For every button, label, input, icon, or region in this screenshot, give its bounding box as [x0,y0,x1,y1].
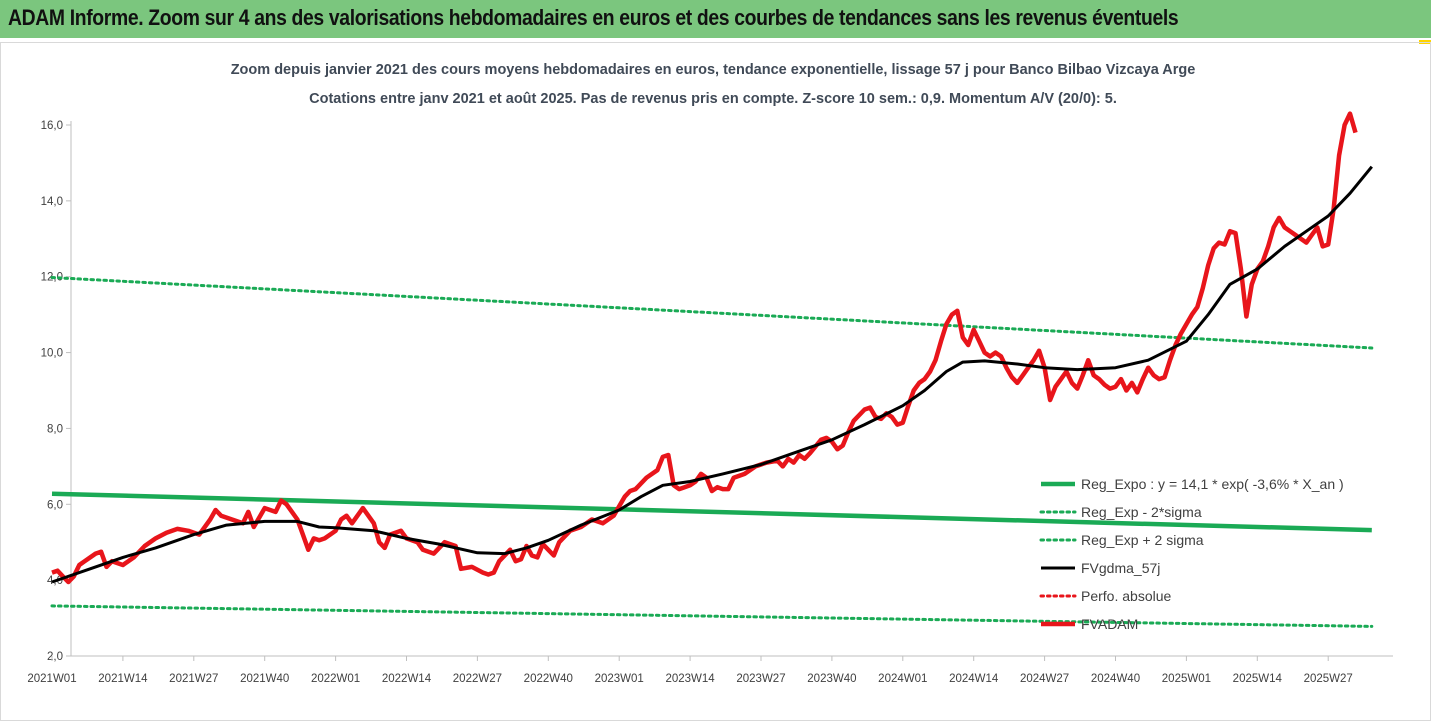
x-tick-label: 2022W27 [453,673,502,685]
x-tick-label: 2023W01 [595,673,644,685]
x-tick-label: 2023W40 [807,673,856,685]
x-tick-label: 2023W14 [665,673,715,685]
x-tick-label: 2025W27 [1304,673,1353,685]
x-tick-label: 2024W27 [1020,673,1069,685]
legend: Reg_Expo : y = 14,1 * exp( -3,6% * X_an … [1039,476,1344,632]
y-tick-label: 10,0 [41,348,63,360]
x-tick-label: 2021W40 [240,673,289,685]
series-line-fvadam [51,111,1358,585]
x-tick-label: 2025W01 [1162,673,1211,685]
legend-label-fvadam: FVADAM [1081,616,1138,632]
chart-canvas: Zoom depuis janvier 2021 des cours moyen… [27,62,1393,685]
x-tick-label: 2025W14 [1233,673,1283,685]
x-tick-label: 2022W40 [524,673,573,685]
x-tick-label: 2023W27 [736,673,785,685]
legend-label-reg-exp-2-sigma: Reg_Exp + 2 sigma [1081,532,1204,548]
x-tick-label: 2024W40 [1091,673,1140,685]
y-tick-label: 14,0 [41,196,63,208]
report-title: ADAM Informe. Zoom sur 4 ans des valoris… [8,5,1179,30]
y-tick-label: 16,0 [41,120,63,132]
chart-title-line-2: Cotations entre janv 2021 et août 2025. … [309,91,1117,107]
x-tick-label: 2022W14 [382,673,432,685]
series-line-reg-exp-2-sigma [50,604,1374,628]
header-bar: ADAM Informe. Zoom sur 4 ans des valoris… [0,0,1431,40]
series-layer [50,111,1374,628]
x-tick-label: 2021W14 [98,673,148,685]
x-tick-label: 2021W01 [27,673,76,685]
legend-label-perfo-absolue: Perfo. absolue [1081,588,1171,604]
y-tick-label: 2,0 [47,651,63,663]
legend-label-fvgdma-57j: FVgdma_57j [1081,560,1160,576]
y-tick-label: 8,0 [47,423,63,435]
x-tick-label: 2024W14 [949,673,999,685]
x-tick-label: 2024W01 [878,673,927,685]
chart-area: Zoom depuis janvier 2021 des cours moyen… [0,42,1431,721]
chart-title-line-1: Zoom depuis janvier 2021 des cours moyen… [231,62,1196,78]
x-tick-label: 2022W01 [311,673,360,685]
series-line-reg-expo-y-14-1-exp-3-6-x-an [51,491,1372,533]
series-line-fvgdma-57j [51,165,1373,584]
legend-label-reg-exp-2-sigma: Reg_Exp - 2*sigma [1081,504,1202,520]
series-line-reg-exp-2-sigma [50,276,1374,350]
legend-label-reg-expo-y-14-1-exp-3-6-x-an: Reg_Expo : y = 14,1 * exp( -3,6% * X_an … [1081,476,1344,492]
y-tick-label: 6,0 [47,499,63,511]
x-tick-label: 2021W27 [169,673,218,685]
